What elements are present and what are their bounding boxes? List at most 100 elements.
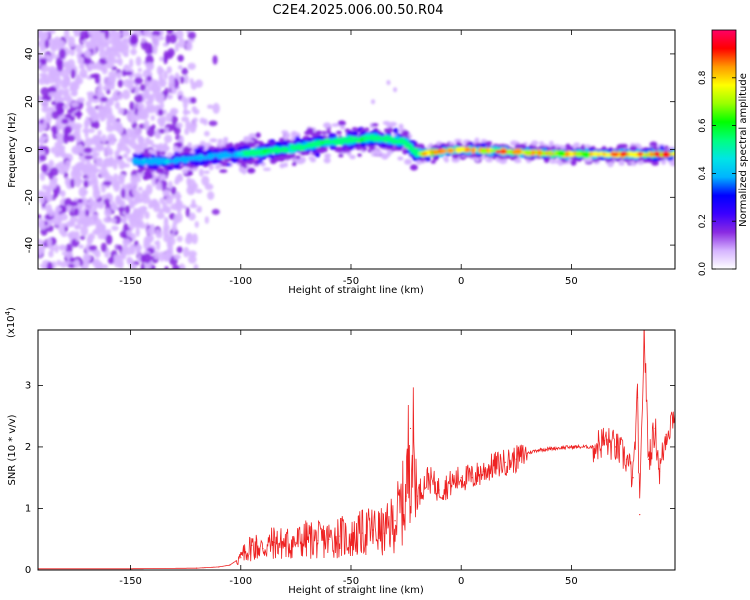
snr-point — [427, 477, 429, 479]
spectrogram-cell — [166, 30, 174, 35]
spectrogram-cell — [109, 30, 115, 37]
spectrogram-cell — [72, 30, 78, 33]
spectrogram-cell — [159, 251, 165, 262]
spectrogram-cell — [637, 152, 644, 156]
spectrogram-cell — [403, 139, 408, 146]
spectrogram-cell — [39, 171, 46, 181]
spectrogram-cell — [171, 223, 177, 233]
spectrogram-cell — [136, 249, 141, 256]
y-tick-label: -40 — [24, 237, 35, 253]
spectrogram-cell — [99, 166, 108, 178]
spectrogram-cell — [90, 113, 98, 123]
y-tick-label: -20 — [24, 189, 35, 205]
spectrogram-cell — [77, 198, 84, 204]
snr-point — [438, 489, 440, 491]
spectrogram-cell — [64, 176, 71, 186]
spectrogram-cell — [164, 87, 169, 98]
spectrogram-cell — [513, 158, 522, 164]
spectrogram-cell — [99, 32, 105, 40]
spectrogram-cell — [129, 109, 135, 118]
spectrogram-cell — [308, 142, 313, 149]
spectrogram-cell — [616, 143, 625, 150]
spectrogram-cell — [323, 122, 332, 129]
spectrogram-cell — [58, 161, 65, 169]
spectrogram-cell — [344, 138, 353, 144]
spectrogram-cell — [47, 86, 57, 94]
spectrogram-cell — [150, 154, 156, 159]
spectrogram-cell — [129, 58, 134, 68]
spectrogram-x-label: Height of straight line (km) — [288, 285, 424, 296]
x-tick-label: 50 — [565, 276, 578, 287]
spectrogram-cell — [78, 186, 88, 198]
spectrogram-cell — [117, 155, 123, 160]
snr-point — [416, 495, 418, 497]
spectrogram-cell — [105, 234, 113, 245]
spectrogram-cell — [498, 157, 508, 165]
spectrogram-cell — [108, 97, 115, 106]
spectrogram-cell — [110, 217, 117, 224]
spectrogram-cell — [246, 145, 251, 150]
snr-series — [38, 330, 675, 570]
spectrogram-cell — [54, 151, 61, 158]
spectrogram-cell — [118, 173, 125, 183]
spectrogram-cell — [409, 164, 418, 171]
spectrogram-cell — [56, 206, 62, 213]
spectrogram-cell — [454, 138, 463, 143]
spectrogram-cell — [76, 52, 81, 59]
spectrogram-cell — [175, 122, 183, 129]
spectrogram-cell — [113, 173, 119, 181]
spectrogram-cell — [60, 231, 68, 238]
spectrogram-cell — [123, 71, 133, 76]
snr-y-axis: 0 1 2 3 — [25, 380, 675, 576]
spectrogram-cell — [40, 64, 50, 73]
spectrogram-cell — [102, 264, 109, 269]
spectrogram-cell — [92, 37, 97, 48]
spectrogram-cell — [168, 79, 175, 89]
spectrogram-cell — [125, 147, 131, 155]
spectrogram-cell — [96, 136, 103, 142]
spectrogram-cell — [430, 160, 436, 164]
spectrogram-cell — [207, 104, 214, 109]
snr-x-label: Height of straight line (km) — [288, 585, 424, 596]
x-tick-label: -50 — [343, 576, 359, 587]
spectrogram-cell — [393, 127, 399, 134]
spectrogram-cell — [82, 200, 90, 206]
spectrogram-cell — [38, 124, 45, 133]
spectrogram-cell — [159, 56, 165, 62]
spectrogram-cell — [150, 115, 156, 121]
spectrogram-cell — [247, 167, 256, 174]
spectrogram-cell — [59, 261, 68, 268]
snr-x-axis: -150 -100 -50 0 50 — [119, 330, 578, 587]
spectrogram-cell — [40, 221, 45, 228]
spectrogram-cell — [381, 142, 387, 148]
spectrogram-cell — [73, 111, 83, 117]
y-tick-label: 1 — [25, 503, 31, 514]
spectrogram-cell — [187, 170, 194, 176]
spectrogram-cell — [75, 47, 80, 53]
spectrogram-cell — [134, 85, 140, 96]
spectrogram-cell — [163, 70, 168, 80]
spectrogram-cell — [109, 138, 116, 146]
spectrogram-cell — [281, 130, 287, 135]
spectrogram-cell — [134, 72, 143, 79]
spectrogram-cell — [50, 45, 58, 52]
spectrogram-cell — [96, 222, 106, 232]
spectrogram-cell — [209, 138, 218, 143]
spectrogram-cell — [42, 120, 48, 130]
spectrogram-cell — [485, 158, 493, 163]
spectrogram-cell — [51, 110, 60, 120]
spectrogram-cell — [140, 172, 145, 177]
spectrogram-cell — [339, 137, 345, 144]
spectrogram-cell — [489, 148, 495, 154]
spectrogram-cell — [385, 143, 394, 148]
spectrogram-cell — [149, 203, 154, 208]
spectrogram-cell — [144, 42, 153, 48]
colorbar-tick-label: 0.6 — [698, 118, 708, 133]
spectrogram-cell — [44, 39, 50, 49]
spectrogram-cell — [71, 145, 80, 155]
spectrogram-cell — [222, 151, 229, 158]
spectrogram-cell — [50, 245, 55, 252]
spectrogram-cell — [444, 158, 449, 163]
spectrogram-cell — [178, 263, 186, 269]
spectrogram-cell — [175, 30, 184, 40]
